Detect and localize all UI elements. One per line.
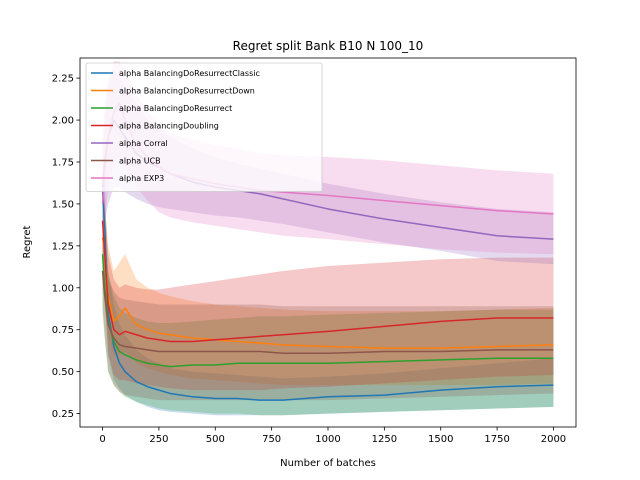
x-tick-label: 1000 — [315, 434, 340, 445]
band-alpha-balancingdoubling — [102, 170, 554, 391]
y-tick-label: 1.00 — [52, 283, 74, 294]
band-alpha-corral — [102, 69, 554, 265]
line-alpha-balancingdoresurrect — [101, 254, 554, 368]
x-tick-label: 2000 — [541, 434, 566, 445]
legend-label-alpha-exp3: alpha EXP3 — [119, 174, 164, 183]
y-tick-label: 2.00 — [52, 116, 74, 127]
legend-label-alpha-balancingdoubling: alpha BalancingDoubling — [119, 122, 219, 131]
line-alpha-balancingdoresurrectdown — [101, 237, 554, 349]
y-axis: 0.25 0.50 0.75 1.00 1.25 1.50 1.75 2.00 2.25 — [52, 74, 80, 420]
band-alpha-balancingdoresurrectclassic — [102, 153, 554, 416]
x-tick-label: 1500 — [428, 434, 453, 445]
band-alpha-balancingdoresurrectdown — [102, 187, 554, 386]
x-tick-label: 750 — [262, 434, 281, 445]
y-tick-label: 0.75 — [52, 325, 74, 336]
legend-label-alpha-balancingdoresurrect: alpha BalancingDoResurrect — [119, 104, 232, 113]
line-alpha-balancingdoresurrectclassic — [101, 190, 554, 401]
y-tick-label: 1.50 — [52, 199, 74, 210]
chart-title: Regret split Bank B10 N 100_10 — [233, 39, 424, 53]
legend-label-alpha-balancingdoresurrectclassic: alpha BalancingDoResurrectClassic — [119, 69, 260, 78]
y-tick-label: 1.25 — [52, 241, 74, 252]
legend-label-alpha-corral: alpha Corral — [119, 139, 168, 148]
y-axis-title: Regret — [22, 225, 33, 258]
line-alpha-balancingdoubling — [101, 220, 554, 343]
line-alpha-ucb — [101, 270, 554, 354]
band-alpha-balancingdoresurrect — [102, 203, 554, 416]
legend: alpha BalancingDoResurrectClassic alpha B… — [85, 62, 323, 192]
x-axis-title: Number of batches — [280, 458, 376, 469]
band-alpha-ucb — [102, 229, 554, 401]
x-tick-label: 250 — [149, 434, 168, 445]
x-tick-label: 0 — [99, 434, 105, 445]
x-tick-label: 500 — [206, 434, 225, 445]
y-tick-label: 2.25 — [52, 74, 74, 85]
y-tick-label: 1.75 — [52, 157, 74, 168]
x-tick-label: 1750 — [484, 434, 509, 445]
y-tick-label: 0.50 — [52, 367, 74, 378]
legend-label-alpha-balancingdoresurrectdown: alpha BalancingDoResurrectDown — [119, 87, 255, 96]
x-tick-label: 1250 — [372, 434, 397, 445]
y-tick-label: 0.25 — [52, 409, 74, 420]
legend-label-alpha-ucb: alpha UCB — [119, 157, 161, 166]
legend-box — [85, 62, 323, 192]
x-axis: 0 250 500 750 1000 1250 1500 1750 2000 — [99, 427, 566, 445]
